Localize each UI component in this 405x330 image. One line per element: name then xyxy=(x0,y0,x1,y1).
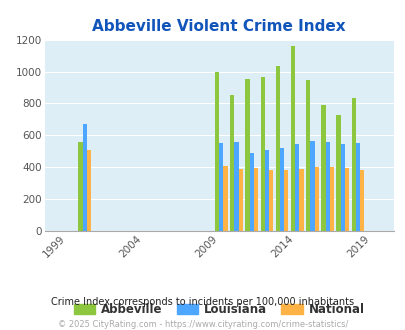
Bar xyxy=(253,168,258,231)
Bar xyxy=(320,105,325,231)
Bar xyxy=(87,150,91,231)
Bar xyxy=(275,66,279,231)
Bar xyxy=(336,115,340,231)
Bar xyxy=(325,142,329,231)
Text: Crime Index corresponds to incidents per 100,000 inhabitants: Crime Index corresponds to incidents per… xyxy=(51,297,354,307)
Bar xyxy=(298,169,303,231)
Bar xyxy=(245,80,249,231)
Bar xyxy=(305,80,309,231)
Bar xyxy=(359,170,363,231)
Bar xyxy=(344,168,348,231)
Bar xyxy=(78,142,82,231)
Bar xyxy=(223,166,227,231)
Bar xyxy=(215,72,219,231)
Bar xyxy=(234,142,238,231)
Bar xyxy=(279,148,284,231)
Bar xyxy=(269,170,273,231)
Bar xyxy=(314,167,318,231)
Bar xyxy=(264,150,269,231)
Bar xyxy=(219,143,223,231)
Bar xyxy=(309,141,314,231)
Bar xyxy=(82,124,87,231)
Bar xyxy=(329,167,333,231)
Title: Abbeville Violent Crime Index: Abbeville Violent Crime Index xyxy=(92,19,345,34)
Bar xyxy=(238,169,242,231)
Bar xyxy=(249,153,253,231)
Bar xyxy=(290,46,294,231)
Bar xyxy=(340,144,344,231)
Bar xyxy=(284,170,288,231)
Bar xyxy=(355,143,359,231)
Bar xyxy=(294,144,298,231)
Bar xyxy=(230,95,234,231)
Bar xyxy=(260,77,264,231)
Legend: Abbeville, Louisiana, National: Abbeville, Louisiana, National xyxy=(69,298,368,321)
Text: © 2025 CityRating.com - https://www.cityrating.com/crime-statistics/: © 2025 CityRating.com - https://www.city… xyxy=(58,320,347,329)
Bar xyxy=(351,98,355,231)
